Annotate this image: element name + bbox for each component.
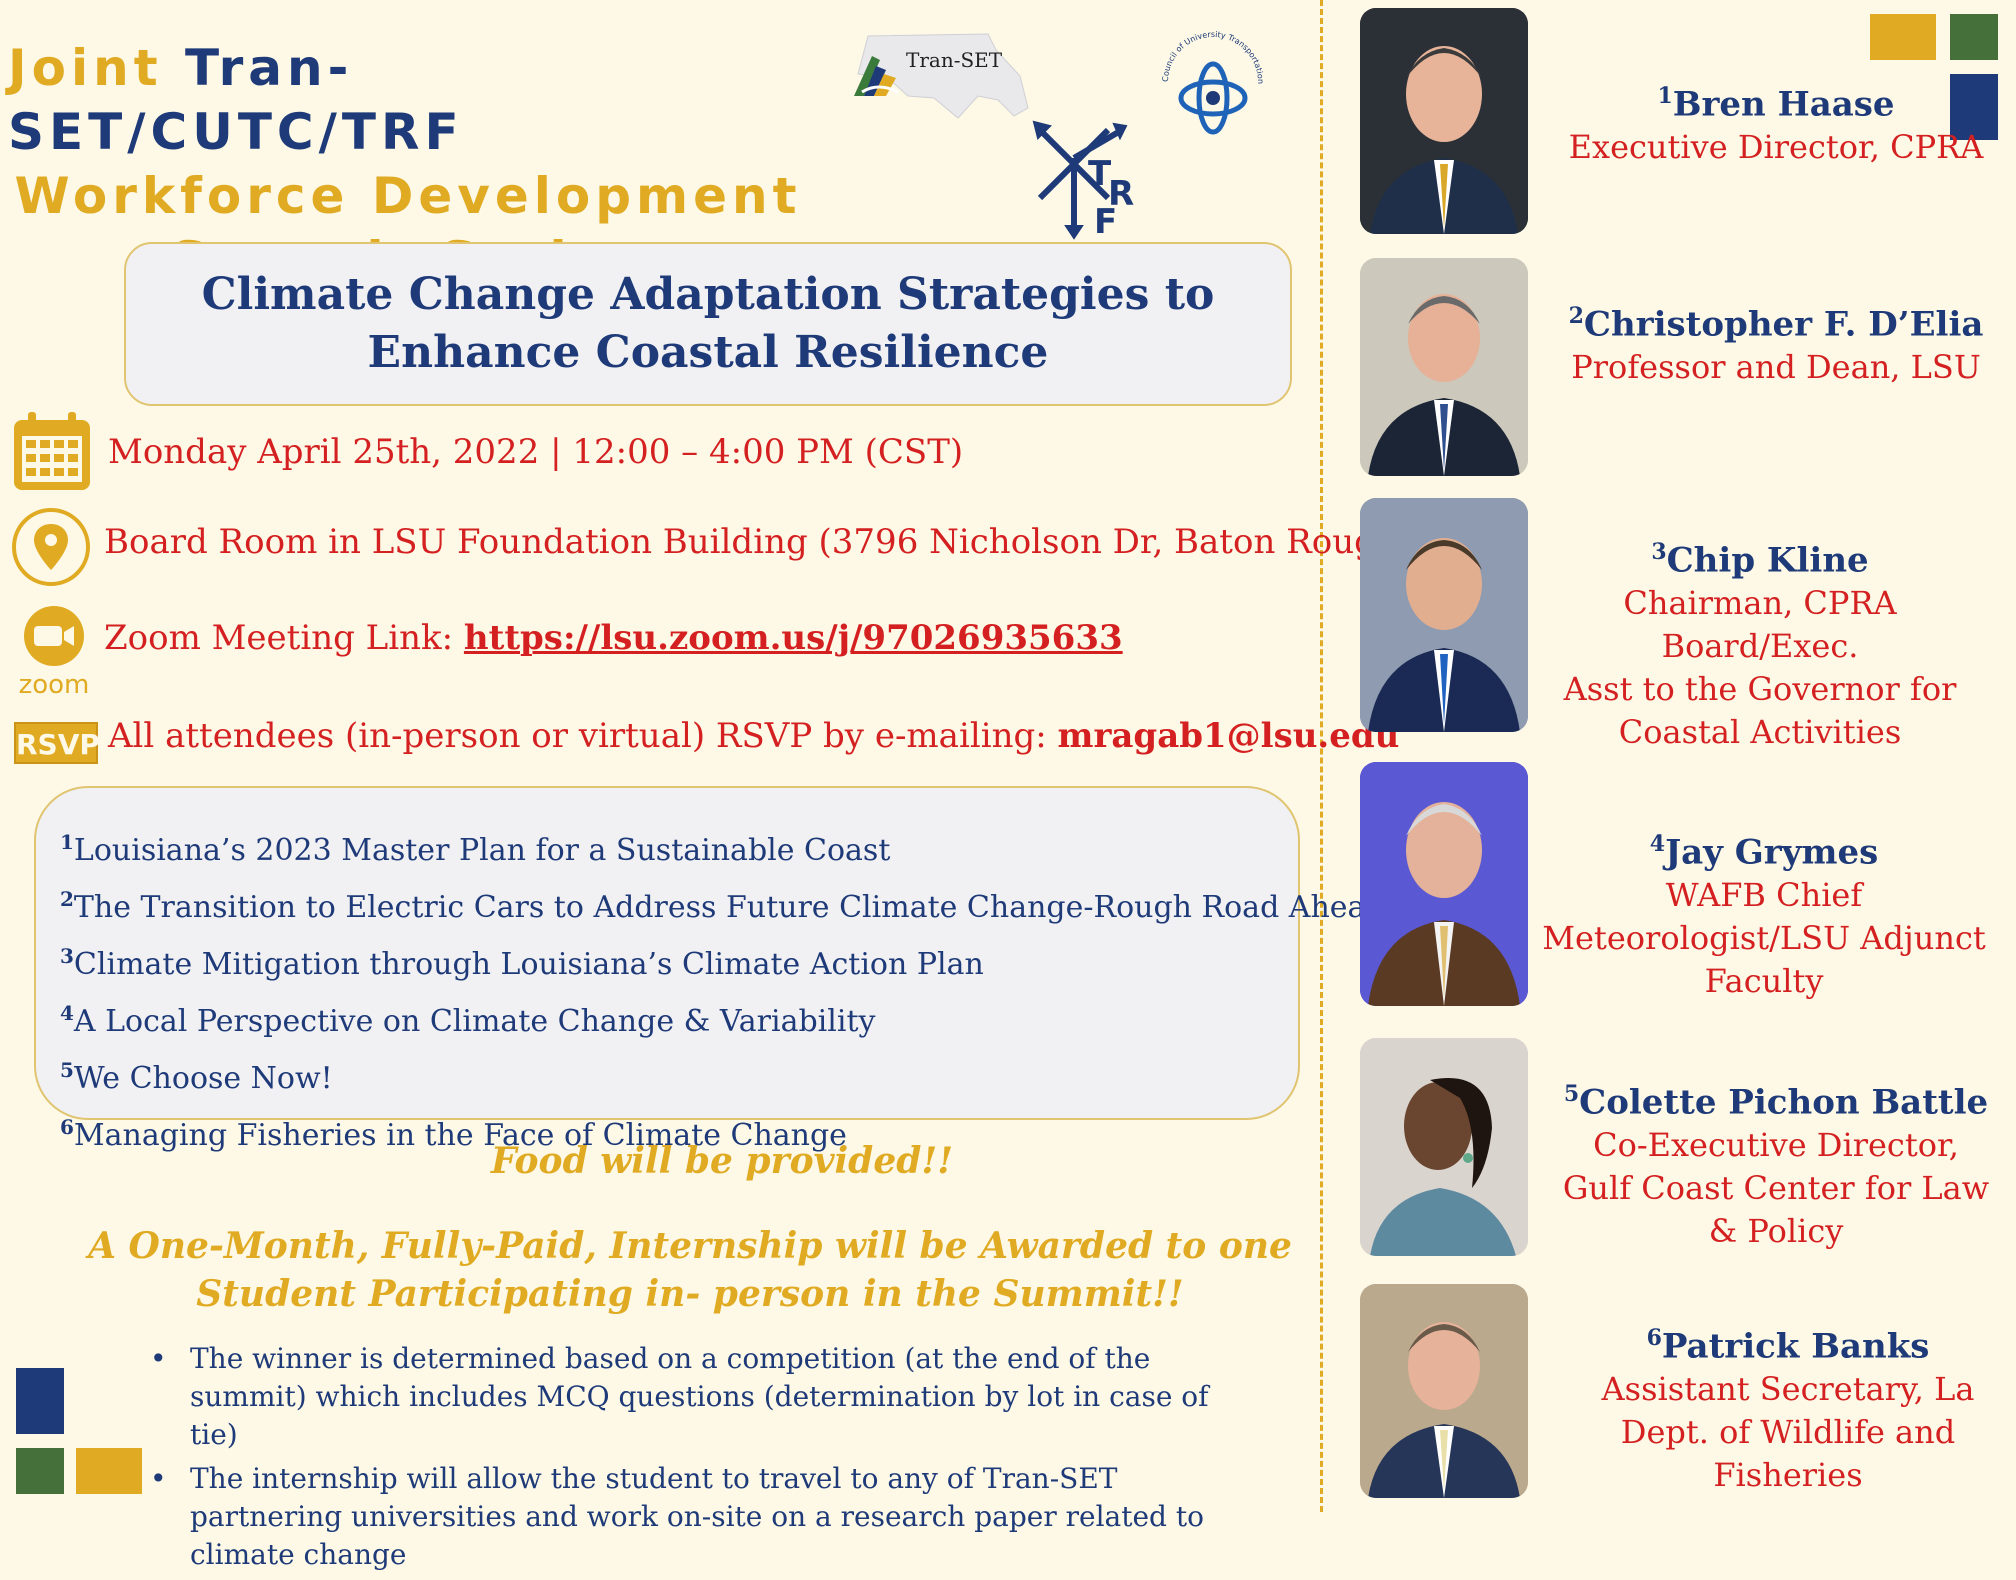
calendar-icon [12, 410, 92, 492]
topics-box: 1Louisiana’s 2023 Master Plan for a Sust… [34, 786, 1385, 1153]
speaker-role: Asst to the Governor for [1563, 670, 1957, 709]
decor-square-navy [1950, 74, 1998, 140]
zoom-row: Zoom Meeting Link: https://lsu.zoom.us/j… [104, 618, 1424, 658]
topic-item: 4A Local Perspective on Climate Change &… [60, 1001, 876, 1039]
zoom-label: Zoom Meeting Link: [104, 618, 454, 658]
topic-item: 2The Transition to Electric Cars to Addr… [60, 887, 1385, 925]
title-organizations: Tran-SET/CUTC/TRF [8, 39, 464, 161]
speaker-name: 2Christopher F. D’Elia [1568, 303, 1984, 345]
speaker-photo-4 [1360, 762, 1528, 1006]
internship-details: • The winner is determined based on a com… [150, 1340, 1250, 1580]
rsvp-email-link[interactable]: mragab1@lsu.edu [1057, 716, 1400, 756]
speaker-card-1: 1Bren Haase Executive Director, CPRA [1536, 74, 2016, 169]
topic-item: 3Climate Mitigation through Louisiana’s … [60, 944, 984, 982]
speaker-card-5: 5Colette Pichon Battle Co-Executive Dire… [1536, 1072, 2016, 1253]
title-line-2: Workforce Development [14, 167, 802, 225]
topic-item: 6Managing Fisheries in the Face of Clima… [60, 1115, 847, 1153]
speaker-photo-6 [1360, 1284, 1528, 1498]
speaker-name: 5Colette Pichon Battle [1563, 1081, 1989, 1123]
bullet-glyph: • [150, 1462, 167, 1495]
trf-logo: T R F [1030, 118, 1140, 242]
rsvp-icon: RSVP [14, 722, 100, 764]
food-notice: Food will be provided!! [490, 1140, 954, 1182]
rsvp-instructions: All attendees (in-person or virtual) RSV… [108, 716, 1047, 756]
rsvp-row: All attendees (in-person or virtual) RSV… [108, 716, 1428, 756]
speaker-card-4: 4Jay Grymes WAFB Chief Meteorologist/LSU… [1524, 822, 2004, 1003]
speaker-role: Executive Director, CPRA [1568, 128, 1984, 167]
topic-item: 5We Choose Now! [60, 1058, 333, 1096]
bullet-glyph: • [150, 1342, 167, 1375]
speaker-role: Professor and Dean, LSU [1571, 348, 1981, 387]
rsvp-icon-label: RSVP [14, 722, 100, 764]
zoom-icon: zoom [14, 604, 94, 700]
decor-square-navy [16, 1368, 64, 1434]
speaker-role: Gulf Coast Center for Law [1562, 1169, 1990, 1208]
zoom-meeting-link[interactable]: https://lsu.zoom.us/j/97026935633 [463, 618, 1123, 658]
speaker-role: Faculty [1704, 962, 1824, 1001]
speaker-name: 4Jay Grymes [1649, 831, 1879, 873]
speaker-role: Coastal Activities [1618, 713, 1902, 752]
trf-letter-r: R [1108, 174, 1135, 214]
cutc-logo: Council of University Transportation Cen… [1145, 13, 1278, 140]
location-pin-icon [10, 506, 92, 588]
event-title-box: Climate Change Adaptation Strategies to … [124, 242, 1292, 406]
trf-letter-f: F [1094, 202, 1118, 242]
list-item: • The winner is determined based on a com… [150, 1342, 1209, 1451]
zoom-icon-label: zoom [18, 670, 90, 700]
speaker-name: 6Patrick Banks [1646, 1325, 1930, 1367]
topic-item: 1Louisiana’s 2023 Master Plan for a Sust… [60, 830, 891, 868]
speaker-role: Meteorologist/LSU Adjunct [1542, 919, 1986, 958]
title-prefix: Joint [8, 39, 163, 97]
speaker-role: WAFB Chief [1665, 876, 1863, 915]
speaker-photo-3 [1360, 498, 1528, 732]
speaker-photo-1 [1360, 8, 1528, 234]
decor-square-green [16, 1448, 64, 1494]
svg-text:Council of University Transpor: Council of University Transportation Cen… [1148, 20, 1265, 84]
transet-logo-text: Tran-SET [906, 48, 1003, 72]
event-date: Monday April 25th, 2022 | 12:00 – 4:00 P… [108, 432, 964, 472]
speaker-name: 3Chip Kline [1651, 539, 1869, 581]
speaker-role: Fisheries [1713, 1456, 1863, 1495]
speaker-role: Co-Executive Director, [1593, 1126, 1959, 1165]
column-divider [1320, 0, 1323, 1512]
decor-square-gold [1870, 14, 1936, 60]
trf-letter-t: T [1088, 154, 1112, 194]
event-title: Climate Change Adaptation Strategies to … [201, 269, 1215, 378]
speaker-role: Dept. of Wildlife and [1620, 1413, 1956, 1452]
speaker-photo-2 [1360, 258, 1528, 476]
list-item: • The internship will allow the student t… [150, 1462, 1204, 1571]
event-location: Board Room in LSU Foundation Building (3… [104, 522, 1410, 562]
speaker-role: & Policy [1708, 1212, 1844, 1251]
decor-square-gold [76, 1448, 142, 1494]
speaker-card-2: 2Christopher F. D’Elia Professor and Dea… [1536, 294, 2016, 389]
speaker-name: 1Bren Haase [1657, 83, 1895, 125]
cutc-logo-text: Council of University Transportation Cen… [1145, 13, 1265, 84]
internship-notice: A One-Month, Fully-Paid, Internship will… [88, 1225, 1292, 1315]
speaker-card-3: 3Chip Kline Chairman, CPRA Board/Exec. A… [1520, 530, 2000, 754]
speaker-role: Chairman, CPRA Board/Exec. [1623, 584, 1897, 666]
decor-square-green [1950, 14, 1998, 60]
speaker-card-6: 6Patrick Banks Assistant Secretary, La D… [1548, 1316, 2016, 1497]
speaker-photo-5 [1360, 1038, 1528, 1256]
transet-logo: Tran-SET [838, 26, 1030, 122]
speaker-role: Assistant Secretary, La [1601, 1370, 1975, 1409]
